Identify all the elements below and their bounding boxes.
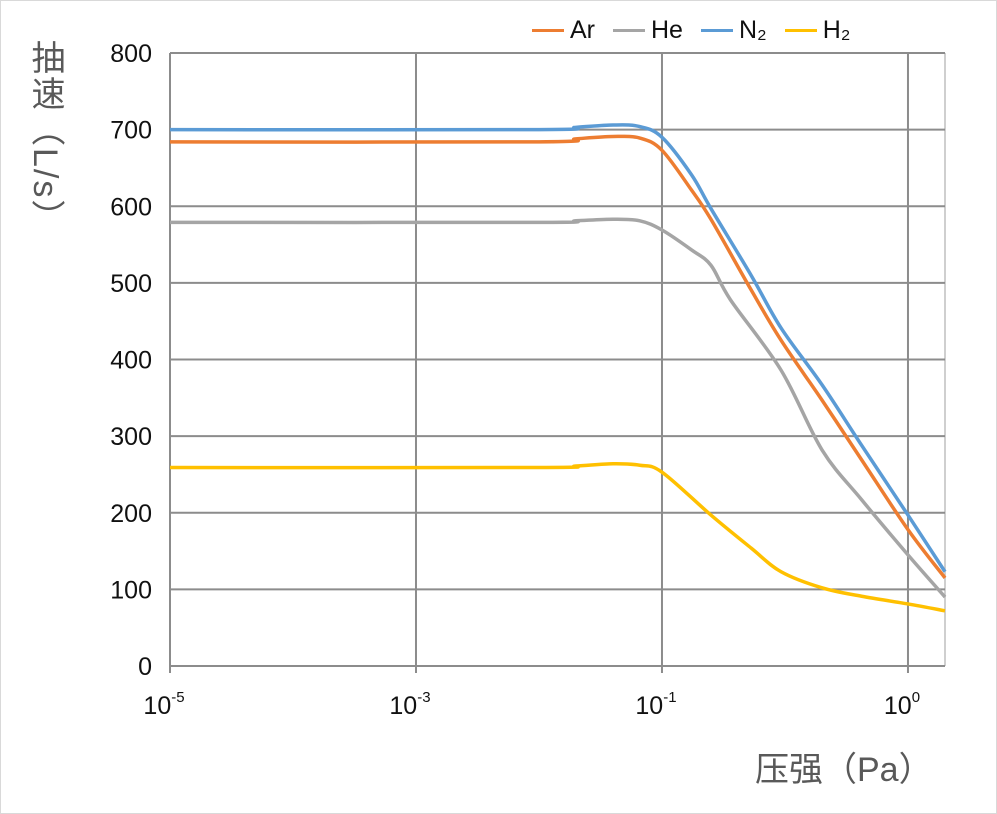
y-tick-label: 800: [110, 40, 152, 68]
y-tick-label: 100: [110, 576, 152, 604]
legend-label: He: [651, 16, 683, 44]
y-tick-label: 0: [138, 653, 152, 681]
legend-swatch: [532, 29, 564, 32]
y-tick-label: 600: [110, 193, 152, 221]
tick-exponent: 0: [912, 689, 920, 706]
series-line-he: [169, 217, 947, 599]
y-tick-label: 200: [110, 500, 152, 528]
tick-exponent: -5: [171, 689, 184, 706]
legend-swatch: [700, 29, 733, 32]
tick-base: 10: [389, 692, 417, 720]
legend-swatch: [613, 29, 645, 32]
y-tick-label: 700: [110, 117, 152, 145]
y-tick-label: 500: [110, 270, 152, 298]
tick-exponent: -3: [417, 689, 430, 706]
legend-item-n2: N₂: [700, 16, 767, 45]
legend-label: Ar: [570, 16, 595, 44]
legend-swatch: [784, 29, 817, 32]
series-line-h2: [169, 461, 946, 613]
tick-base: 10: [884, 692, 912, 720]
legend-label: N₂: [738, 16, 767, 44]
tick-base: 10: [635, 692, 663, 720]
series-line-ar: [169, 134, 947, 579]
x-axis-label: 压强（Pa）: [755, 751, 933, 789]
x-tick-label: 100: [884, 689, 920, 720]
legend-item-h2: H₂: [784, 16, 851, 45]
legend-item-he: He: [613, 16, 683, 45]
legend: Ar He N₂ H₂: [532, 16, 851, 45]
tick-base: 10: [143, 692, 171, 720]
legend-label: H₂: [822, 16, 851, 44]
series-line-n2: [169, 123, 947, 573]
y-tick-label: 400: [110, 347, 152, 375]
y-tick-label: 300: [110, 423, 152, 451]
x-tick-label: 10-5: [143, 689, 184, 720]
y-axis-label: 抽速（L/s）: [26, 40, 64, 236]
legend-item-ar: Ar: [532, 16, 595, 45]
x-tick-label: 10-3: [389, 689, 430, 720]
x-tick-label: 10-1: [635, 689, 676, 720]
tick-exponent: -1: [663, 689, 676, 706]
